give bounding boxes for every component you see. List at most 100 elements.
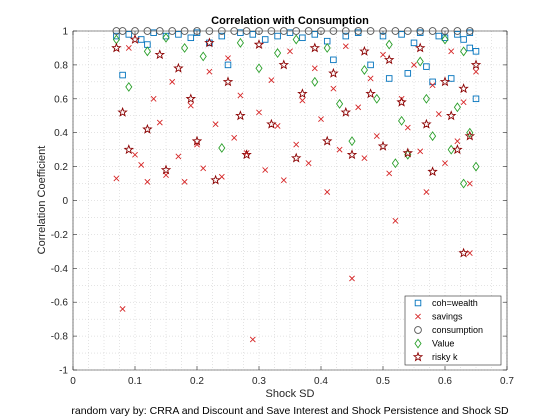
data-point-x bbox=[324, 189, 331, 195]
data-point-circle bbox=[255, 27, 263, 35]
data-point-circle bbox=[465, 27, 474, 35]
data-point-x bbox=[150, 95, 157, 102]
data-point-x bbox=[442, 160, 448, 167]
data-point-circle bbox=[391, 27, 400, 35]
data-point-x bbox=[181, 178, 188, 185]
data-point-circle bbox=[205, 27, 214, 35]
data-point-x bbox=[417, 148, 424, 155]
data-point-x bbox=[349, 275, 355, 282]
data-point-diamond bbox=[472, 161, 480, 172]
data-point-x bbox=[237, 92, 244, 99]
data-point-x bbox=[225, 55, 231, 62]
data-point-x bbox=[448, 48, 455, 55]
data-point-x bbox=[311, 65, 318, 72]
data-point-x bbox=[336, 146, 343, 153]
data-point-star bbox=[402, 147, 414, 158]
data-point-star bbox=[278, 59, 290, 70]
data-point-star bbox=[365, 88, 376, 99]
data-point-circle bbox=[168, 27, 177, 35]
data-point-star bbox=[253, 39, 265, 50]
data-point-star bbox=[185, 93, 197, 104]
data-point-star bbox=[142, 123, 153, 134]
data-point-square bbox=[342, 32, 350, 40]
data-point-square bbox=[137, 36, 145, 43]
data-point-circle bbox=[242, 27, 251, 35]
data-point-x bbox=[231, 134, 238, 141]
data-point-star bbox=[421, 118, 432, 129]
data-point-diamond bbox=[311, 76, 319, 87]
data-point-x bbox=[373, 133, 380, 140]
legend-label: savings bbox=[432, 312, 463, 322]
data-point-x bbox=[293, 141, 300, 148]
y-tick-label: -0.8 bbox=[51, 332, 69, 343]
x-tick-label: 0.3 bbox=[252, 376, 266, 387]
data-point-star bbox=[458, 83, 469, 94]
data-point-square bbox=[224, 61, 232, 69]
data-point-square bbox=[299, 34, 306, 42]
chart-title: Correlation with Consumption bbox=[211, 15, 369, 27]
data-point-x bbox=[411, 61, 417, 68]
series-consumption bbox=[112, 27, 474, 35]
data-point-x bbox=[460, 99, 467, 106]
data-point-x bbox=[156, 119, 163, 126]
data-point-x bbox=[175, 153, 182, 160]
data-point-star bbox=[452, 144, 463, 155]
data-point-square bbox=[119, 71, 126, 79]
y-tick-label: 1 bbox=[62, 27, 68, 38]
y-tick-label: 0.4 bbox=[54, 128, 68, 139]
data-point-square bbox=[379, 32, 387, 40]
data-point-x bbox=[318, 116, 324, 123]
data-point-circle bbox=[267, 27, 276, 35]
data-point-square bbox=[274, 32, 281, 40]
data-point-x bbox=[299, 97, 306, 104]
legend-marker-square bbox=[414, 299, 422, 307]
data-point-square bbox=[187, 34, 195, 42]
data-point-star bbox=[111, 42, 122, 53]
data-point-star bbox=[414, 42, 426, 53]
data-point-diamond bbox=[460, 178, 468, 189]
data-point-circle bbox=[341, 27, 350, 35]
series-savings bbox=[113, 43, 479, 343]
data-point-star bbox=[427, 166, 438, 177]
data-point-circle bbox=[403, 27, 412, 35]
data-point-circle bbox=[428, 27, 437, 35]
series-value bbox=[112, 32, 480, 189]
data-point-square bbox=[249, 31, 257, 38]
data-point-diamond bbox=[162, 32, 170, 43]
data-point-star bbox=[123, 144, 135, 155]
data-point-star bbox=[222, 76, 234, 87]
x-tick-label: 0.4 bbox=[314, 376, 328, 387]
data-point-x bbox=[423, 189, 430, 195]
data-point-square bbox=[460, 36, 467, 43]
data-point-circle bbox=[304, 27, 313, 35]
data-point-square bbox=[404, 70, 412, 77]
data-point-diamond bbox=[391, 158, 399, 169]
data-point-diamond bbox=[236, 37, 244, 48]
legend-marker-circle bbox=[414, 326, 422, 334]
legend-label: consumption bbox=[432, 325, 483, 335]
data-point-star bbox=[340, 106, 352, 117]
data-point-star bbox=[458, 247, 469, 258]
data-point-square bbox=[423, 63, 430, 70]
data-point-x bbox=[138, 161, 145, 168]
data-point-x bbox=[256, 109, 262, 116]
data-point-diamond bbox=[398, 115, 406, 126]
data-point-x bbox=[187, 102, 194, 109]
y-tick-label: 0.2 bbox=[54, 162, 68, 173]
data-point-square bbox=[218, 32, 226, 40]
data-point-x bbox=[274, 123, 281, 129]
data-point-x bbox=[119, 306, 126, 312]
data-point-x bbox=[268, 77, 275, 84]
data-point-x bbox=[144, 178, 151, 185]
data-point-square bbox=[398, 31, 405, 38]
data-point-x bbox=[200, 165, 207, 172]
data-point-square bbox=[466, 44, 474, 52]
data-point-star bbox=[328, 67, 339, 78]
data-point-diamond bbox=[422, 93, 430, 104]
data-point-square bbox=[472, 95, 480, 103]
legend-label: coh=wealth bbox=[432, 298, 478, 308]
data-point-circle bbox=[416, 27, 425, 35]
data-point-star bbox=[346, 149, 358, 160]
data-point-x bbox=[113, 175, 120, 182]
data-point-x bbox=[380, 51, 386, 58]
